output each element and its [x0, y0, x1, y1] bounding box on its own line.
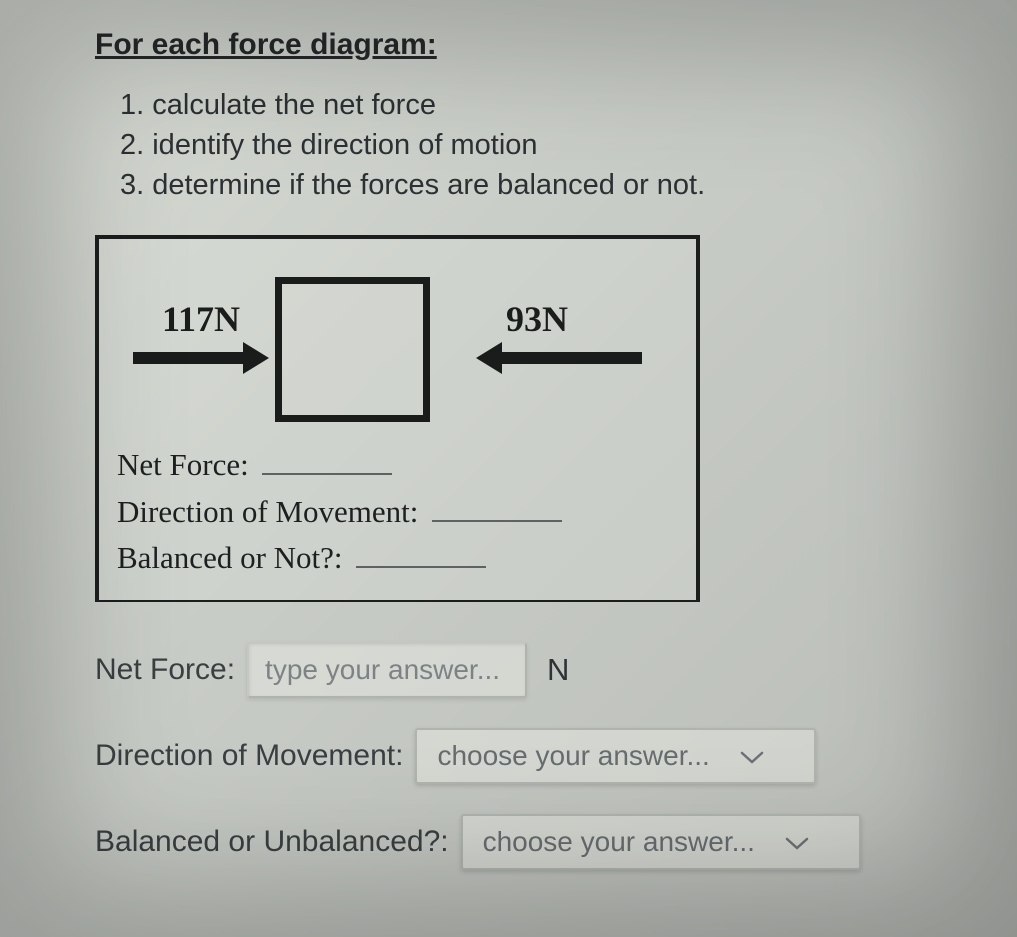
instruction-list: 1. calculate the net force 2. identify t…: [120, 86, 957, 205]
balanced-answer-row: Balanced or Unbalanced?: choose your ans…: [95, 814, 957, 870]
diagram-blanks: Net Force: Direction of Movement: Balanc…: [117, 442, 678, 582]
left-force-label: 117N: [162, 298, 240, 340]
blank-row: Direction of Movement:: [117, 489, 678, 536]
instruction-item: 1. calculate the net force: [120, 86, 957, 125]
balanced-blank-label: Balanced or Not?:: [117, 540, 343, 575]
direction-select[interactable]: choose your answer...: [415, 728, 815, 784]
balanced-answer-label: Balanced or Unbalanced?:: [95, 825, 449, 859]
left-force: 117N: [133, 298, 269, 374]
balanced-select[interactable]: choose your answer...: [461, 814, 861, 870]
blank-underline: [432, 492, 562, 521]
net-force-input[interactable]: type your answer...: [247, 642, 527, 698]
force-diagram: 117N 93N: [117, 263, 678, 408]
net-force-answer-label: Net Force:: [95, 653, 235, 687]
net-force-answer-row: Net Force: type your answer... N: [95, 642, 957, 698]
right-force-label: 93N: [506, 298, 568, 340]
arrow-right-icon: [133, 342, 269, 374]
net-force-unit: N: [547, 652, 569, 688]
arrow-left-icon: [476, 342, 642, 374]
direction-answer-row: Direction of Movement: choose your answe…: [95, 728, 957, 784]
chevron-down-icon: [740, 740, 764, 772]
blank-row: Balanced or Not?:: [117, 535, 678, 582]
direction-select-placeholder: choose your answer...: [437, 740, 709, 772]
instruction-item: 3. determine if the forces are balanced …: [120, 166, 957, 205]
blank-underline: [356, 539, 486, 568]
blank-underline: [262, 446, 392, 475]
chevron-down-icon: [785, 826, 809, 858]
instruction-item: 2. identify the direction of motion: [120, 126, 957, 165]
blank-row: Net Force:: [117, 442, 678, 489]
object-box: [275, 277, 430, 422]
balanced-select-placeholder: choose your answer...: [483, 826, 755, 858]
direction-blank-label: Direction of Movement:: [117, 494, 418, 529]
direction-answer-label: Direction of Movement:: [95, 739, 403, 773]
right-force: 93N: [476, 298, 642, 374]
page-heading: For each force diagram:: [95, 28, 957, 62]
force-diagram-panel: 117N 93N Net Force: Dire: [95, 235, 700, 602]
answer-section: Net Force: type your answer... N Directi…: [95, 642, 957, 870]
net-force-blank-label: Net Force:: [117, 447, 249, 482]
